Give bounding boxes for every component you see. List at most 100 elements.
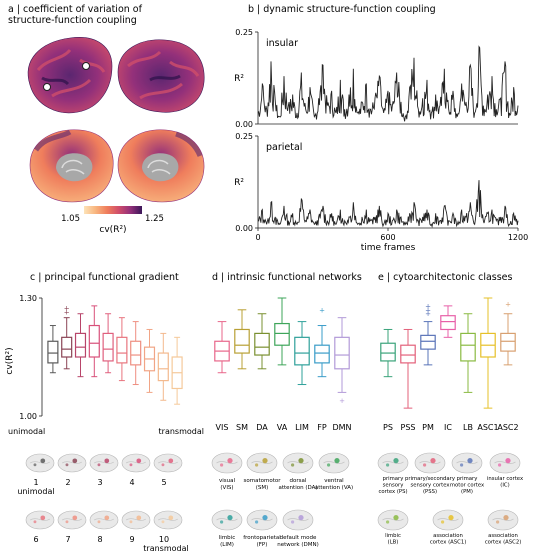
box-iqr <box>74 332 87 358</box>
legend-e-brain-LB <box>377 509 409 531</box>
box-PSS <box>400 328 416 409</box>
box-PM: +++ <box>420 302 436 366</box>
box-VA <box>274 297 290 366</box>
box-1 <box>47 325 59 374</box>
legend-d-label: somatomotor <box>244 478 282 484</box>
chart-gradient-boxplot: 1.30 1.00 cv(R²) ++ <box>5 294 183 421</box>
box-iqr <box>380 342 396 362</box>
panel-d-title: d | intrinsic functional networks <box>212 272 362 283</box>
y-tick-label: 0.00 <box>235 120 253 129</box>
box-4 <box>88 305 100 378</box>
box-iqr <box>254 332 270 356</box>
brain-medial-left <box>29 129 114 203</box>
chart-insular: 0.25 0.00 R² insular <box>234 28 519 129</box>
x-tick-label: 0 <box>255 233 260 242</box>
legend-c-brain-2 <box>57 453 87 473</box>
series-line <box>257 45 519 122</box>
marker-insular <box>43 83 51 91</box>
y-axis-label: R² <box>234 178 244 188</box>
legend-c-brain-3 <box>89 453 119 473</box>
legend-c-brain-9 <box>121 510 151 530</box>
legend-c-label: 4 <box>129 478 134 487</box>
legend-d-label: (SM) <box>256 485 269 491</box>
legend-c-label: 7 <box>65 535 70 544</box>
box-6 <box>116 317 128 382</box>
legend-e-label: cortex (PS) <box>378 489 407 495</box>
chart-parietal: 0.25 0.00 R² parietal 0 600 1200 time frames <box>234 132 528 253</box>
legend-d-brain-SM <box>246 452 278 474</box>
legend-d-brain-FP <box>246 509 278 531</box>
legend-d-label: network (DMN) <box>277 542 318 548</box>
box-iqr <box>274 322 290 346</box>
legend-e-label: insular cortex <box>487 476 523 482</box>
outlier-marker: + <box>339 397 345 405</box>
legend-e-brain-PS <box>377 452 409 474</box>
x-tick-label: IC <box>444 423 452 432</box>
legend-e-label: association <box>433 533 463 539</box>
x-tick-label: DA <box>256 423 268 432</box>
legend-d-brain-LIM <box>211 509 243 531</box>
legend-c-label: 3 <box>97 478 102 487</box>
legend-d-label: dorsal <box>290 478 307 484</box>
colorbar-min-label: 1.05 <box>61 214 80 224</box>
legend-e-label: (IC) <box>500 483 509 489</box>
legend-d-label: visual <box>219 478 236 484</box>
legend-e-brain-ASC2 <box>487 509 519 531</box>
legend-c-label: 5 <box>161 478 166 487</box>
panel-a-title-line1: a | coefficient of variation of <box>8 4 143 15</box>
y-tick-label: 0.25 <box>235 132 253 141</box>
chart-networks-boxplot: VIS SM DA VA LIM + FP + DMN <box>214 297 352 432</box>
legend-gradient-bins: 1 2 3 4 5 6 7 8 9 10 unimodal transmodal <box>17 453 189 553</box>
box-iqr <box>440 315 456 331</box>
outlier-marker: + <box>505 300 511 308</box>
legend-c-brain-1 <box>25 453 55 473</box>
box-iqr <box>234 328 250 354</box>
legend-c-brain-4 <box>121 453 151 473</box>
legend-c-unimodal: unimodal <box>17 487 54 496</box>
legend-c-label: 8 <box>97 535 102 544</box>
brain-lateral-left <box>27 37 113 114</box>
outlier-marker: + <box>64 308 70 316</box>
panel-c-unimodal-note: unimodal <box>8 427 45 436</box>
chart-cyto-boxplot: PS PSS+++PM IC LB ASC1+ASC2 <box>380 297 519 432</box>
box-iqr <box>157 352 169 382</box>
legend-d-label: frontoparietal <box>243 535 281 541</box>
legend-e-label: limbic <box>385 533 401 539</box>
box-DMN: + <box>334 317 350 405</box>
box-iqr <box>130 340 142 366</box>
x-tick-label: LB <box>463 423 473 432</box>
colorbar-title: cv(R²) <box>99 225 126 235</box>
legend-e-label: motor cortex <box>450 483 484 489</box>
x-tick-label: 1200 <box>508 233 528 242</box>
series-line <box>257 180 519 229</box>
box-iqr <box>500 332 516 352</box>
box-3 <box>74 313 87 378</box>
box-SM <box>234 309 250 370</box>
outlier-marker: + <box>64 304 70 312</box>
y-axis-label: R² <box>234 74 244 84</box>
y-axis-label: cv(R²) <box>5 347 15 374</box>
box-iqr <box>294 336 310 366</box>
box-LIM <box>294 321 310 386</box>
box-10 <box>171 336 183 405</box>
legend-d-brain-VIS <box>211 452 243 474</box>
legend-e-label: association <box>488 533 518 539</box>
marker-parietal <box>82 62 90 70</box>
outlier-marker: + <box>425 302 431 310</box>
legend-e-label: primary/secondary <box>405 476 455 482</box>
y-tick-label: 0.25 <box>235 28 253 37</box>
legend-networks: visual(VIS)somatomotor(SM)dorsalattentio… <box>211 452 353 548</box>
panel-c-title: c | principal functional gradient <box>30 272 179 283</box>
box-IC <box>440 305 456 338</box>
legend-e-label: cortex (ASC1) <box>430 540 467 546</box>
legend-d-brain-VA <box>318 452 350 474</box>
legend-c-brain-5 <box>153 453 183 473</box>
x-tick-label: PS <box>383 423 393 432</box>
box-iqr <box>400 344 416 364</box>
x-tick-label: VA <box>277 423 288 432</box>
panel-c-transmodal-note: transmodal <box>159 427 204 436</box>
panel-b: b | dynamic structure-function coupling … <box>234 4 528 253</box>
legend-c-label: 9 <box>129 535 134 544</box>
box-iqr <box>116 336 128 364</box>
